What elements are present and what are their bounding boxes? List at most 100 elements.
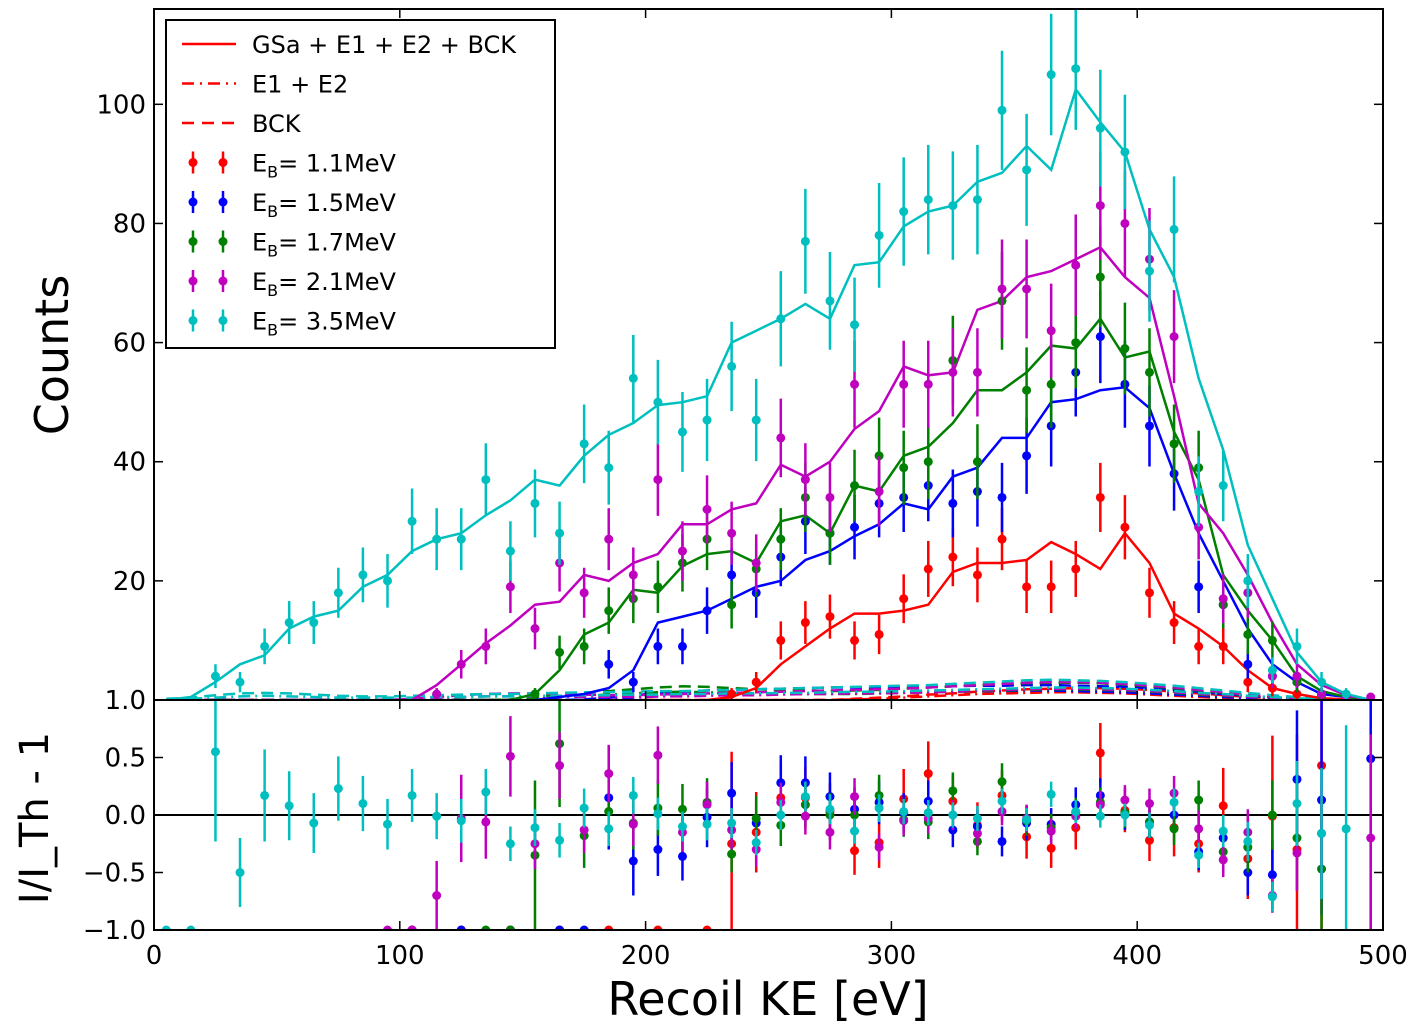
- residual-point: [284, 771, 294, 841]
- marker: [1022, 451, 1032, 461]
- data-point: [1095, 69, 1105, 187]
- data-point: [923, 424, 933, 500]
- marker: [1095, 492, 1105, 502]
- marker: [702, 504, 712, 514]
- data-point: [1194, 560, 1204, 614]
- data-point: [260, 628, 270, 665]
- marker: [1144, 588, 1154, 598]
- marker: [1194, 795, 1204, 805]
- legend-label: EB= 3.5MeV: [252, 308, 397, 340]
- residual-point: [505, 925, 515, 930]
- residual-point: [677, 811, 687, 842]
- legend-marker: [188, 197, 198, 207]
- data-point: [579, 404, 589, 484]
- marker: [1071, 260, 1081, 270]
- data-point: [800, 601, 810, 645]
- residual-point: [456, 798, 466, 843]
- y-tick-label: 1.0: [105, 686, 146, 716]
- marker: [874, 842, 884, 852]
- data-point: [948, 151, 958, 260]
- marker: [1169, 797, 1179, 807]
- data-point: [653, 443, 663, 516]
- data-point: [997, 50, 1007, 170]
- residual-point: [383, 925, 393, 930]
- data-point: [850, 621, 860, 660]
- marker: [1194, 582, 1204, 592]
- data-point: [1169, 601, 1179, 645]
- marker: [604, 659, 614, 669]
- residual-point: [1169, 812, 1179, 845]
- data-point: [899, 430, 909, 505]
- marker: [1267, 635, 1277, 645]
- residual-point: [825, 794, 835, 825]
- marker: [948, 810, 958, 820]
- marker: [235, 677, 245, 687]
- data-point: [1022, 113, 1032, 226]
- marker: [1120, 218, 1130, 228]
- fit-line: [510, 316, 1371, 700]
- marker: [751, 838, 761, 848]
- marker: [432, 689, 442, 699]
- marker: [850, 481, 860, 491]
- residual-point: [432, 861, 442, 930]
- marker: [1071, 338, 1081, 348]
- marker: [727, 689, 737, 699]
- legend: GSa + E1 + E2 + BCK E1 + E2 BCK EB= 1.1MeV E…: [165, 19, 556, 349]
- marker: [1267, 892, 1277, 902]
- marker: [850, 826, 860, 836]
- data-point: [1071, 540, 1081, 597]
- marker: [210, 671, 220, 681]
- marker: [1218, 801, 1228, 811]
- data-point: [530, 469, 540, 538]
- marker: [653, 475, 663, 485]
- marker: [997, 777, 1007, 787]
- data-point: [1194, 456, 1204, 527]
- marker: [874, 451, 884, 461]
- residual-point: [210, 700, 220, 842]
- marker: [677, 641, 687, 651]
- marker: [874, 629, 884, 639]
- marker: [972, 457, 982, 467]
- data-point: [751, 378, 761, 462]
- residual-point: [383, 798, 393, 850]
- marker: [1144, 835, 1154, 845]
- marker: [1120, 522, 1130, 532]
- marker: [972, 367, 982, 377]
- data-point: [1144, 328, 1154, 417]
- marker: [1317, 689, 1327, 699]
- data-points: [210, 9, 1376, 700]
- marker: [1243, 659, 1253, 669]
- data-point: [948, 469, 958, 538]
- data-point: [751, 534, 761, 592]
- marker: [628, 819, 638, 829]
- residual-point: [481, 925, 491, 930]
- residual-point: [1144, 812, 1154, 838]
- data-point: [800, 188, 810, 294]
- residual-point: [604, 744, 614, 803]
- x-tick-label: 300: [867, 941, 917, 971]
- residual-point: [1218, 815, 1228, 848]
- data-point: [579, 567, 589, 618]
- residual-point: [1341, 725, 1351, 930]
- marker: [702, 925, 712, 930]
- marker: [555, 835, 565, 845]
- data-point: [727, 321, 737, 412]
- marker: [530, 689, 540, 699]
- residual-point: [653, 925, 663, 930]
- marker: [1366, 692, 1376, 700]
- marker: [1095, 123, 1105, 133]
- residual-point: [653, 797, 663, 830]
- marker: [899, 594, 909, 604]
- marker: [997, 796, 1007, 806]
- data-point: [948, 328, 958, 417]
- residual-point: [161, 925, 171, 930]
- data-point: [432, 508, 442, 571]
- marker: [333, 784, 343, 794]
- data-point: [997, 462, 1007, 533]
- marker: [284, 801, 294, 811]
- legend-label: EB= 1.5MeV: [252, 189, 397, 221]
- marker: [1218, 594, 1228, 604]
- residual-point: [899, 798, 909, 825]
- residual-point: [800, 781, 810, 812]
- y-tick-label: 0.5: [105, 744, 146, 774]
